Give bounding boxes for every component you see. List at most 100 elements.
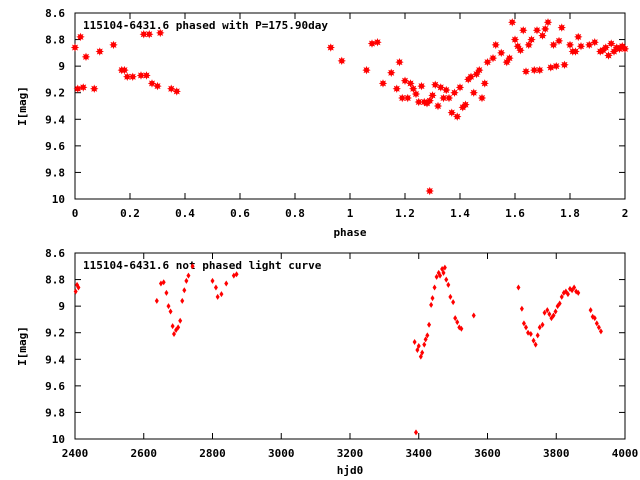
- data-point: [542, 309, 547, 316]
- chart-panel-2: 2400 2600 2800 3000 3200 3400 3600 3800 4000 8.6 8…: [16, 247, 638, 477]
- data-point: [76, 284, 81, 291]
- data-point: [439, 93, 448, 103]
- plot-frame: [74, 252, 626, 440]
- data-point: [451, 299, 456, 306]
- data-point: [453, 315, 458, 322]
- data-point: [441, 269, 446, 276]
- data-point: [533, 341, 538, 348]
- data-point: [176, 324, 181, 331]
- data-point: [425, 186, 434, 196]
- data-point: [447, 108, 456, 117]
- data-point: [540, 321, 545, 328]
- chart-title: 115104-6431.6 not phased light curve: [83, 259, 322, 272]
- data-point: [531, 337, 536, 344]
- data-point: [414, 429, 418, 436]
- data-point: [535, 65, 544, 75]
- data-point: [553, 308, 558, 315]
- data-point: [425, 332, 430, 339]
- x-tick-label: 2600: [131, 447, 158, 460]
- x-tick-label: 1: [347, 207, 354, 220]
- data-point: [475, 65, 484, 75]
- data-point: [521, 67, 531, 76]
- data-point: [398, 93, 407, 103]
- data-point: [337, 56, 346, 66]
- x-tick-label: 1.6: [505, 207, 525, 220]
- data-point: [182, 287, 187, 294]
- data-point: [73, 84, 82, 93]
- data-point: [576, 42, 586, 51]
- data-point: [488, 53, 498, 63]
- data-point: [455, 83, 465, 92]
- data-point: [455, 319, 460, 326]
- data-point: [219, 291, 224, 298]
- data-point: [409, 84, 418, 93]
- x-tick-label: 0.8: [285, 207, 305, 220]
- data-point: [576, 289, 581, 296]
- data-point: [601, 43, 610, 52]
- data-point: [164, 289, 169, 296]
- data-point: [459, 325, 464, 332]
- data-point: [431, 80, 440, 89]
- data-point: [161, 279, 166, 286]
- data-point: [420, 349, 425, 356]
- y-tick-label: 9.2: [45, 87, 65, 100]
- data-point: [224, 280, 229, 287]
- y-tick-label: 9.8: [45, 406, 65, 419]
- data-point: [592, 315, 597, 322]
- data-point: [560, 60, 569, 70]
- data-point: [234, 271, 239, 278]
- x-tick-label: 1.2: [395, 207, 415, 220]
- y-tick-label: 8.8: [45, 34, 65, 47]
- y-axis-title: I[mag]: [16, 86, 29, 126]
- data-point: [547, 311, 552, 318]
- y-tick-label: 9: [58, 300, 65, 313]
- data-point: [184, 277, 189, 284]
- data-point: [172, 331, 176, 338]
- data-point: [557, 23, 566, 32]
- data-point: [620, 44, 630, 54]
- data-point: [559, 293, 564, 300]
- data-point: [142, 71, 151, 80]
- data-point: [433, 101, 443, 111]
- x-tick-label: 3800: [543, 447, 570, 460]
- x-tick-label: 0.4: [175, 207, 195, 220]
- data-point: [450, 88, 459, 97]
- data-point: [392, 84, 401, 93]
- data-point: [430, 295, 435, 302]
- data-point: [505, 53, 514, 63]
- data-point: [70, 43, 80, 52]
- data-point: [572, 284, 577, 291]
- data-point: [427, 321, 432, 328]
- data-point: [422, 341, 427, 348]
- data-point: [519, 305, 524, 312]
- data-point: [510, 35, 520, 44]
- y-tick-label: 8.6: [45, 7, 65, 20]
- y-tick-label: 9.4: [45, 113, 65, 126]
- data-point: [95, 47, 104, 56]
- x-tick-label: 2: [622, 207, 629, 220]
- data-point: [448, 293, 453, 300]
- data-point: [471, 312, 476, 319]
- x-tick-label: 1.8: [560, 207, 580, 220]
- data-point: [373, 38, 382, 47]
- data-point: [166, 303, 171, 310]
- x-tick-label: 1.4: [450, 207, 470, 220]
- x-tick-label: 0.2: [120, 207, 140, 220]
- data-point: [418, 353, 423, 360]
- x-tick-label: 0: [72, 207, 79, 220]
- data-point: [123, 72, 132, 81]
- data-point: [604, 51, 613, 60]
- x-tick-label: 0.6: [230, 207, 250, 220]
- data-point: [527, 35, 536, 44]
- data-point: [438, 272, 443, 279]
- data-point: [596, 324, 601, 331]
- data-point: [73, 288, 78, 295]
- data-point: [215, 293, 220, 300]
- y-tick-label: 9.8: [45, 166, 65, 179]
- data-point: [552, 61, 561, 71]
- data-point: [497, 48, 506, 58]
- data-point: [528, 331, 533, 338]
- data-point: [326, 43, 335, 52]
- data-point: [571, 47, 580, 56]
